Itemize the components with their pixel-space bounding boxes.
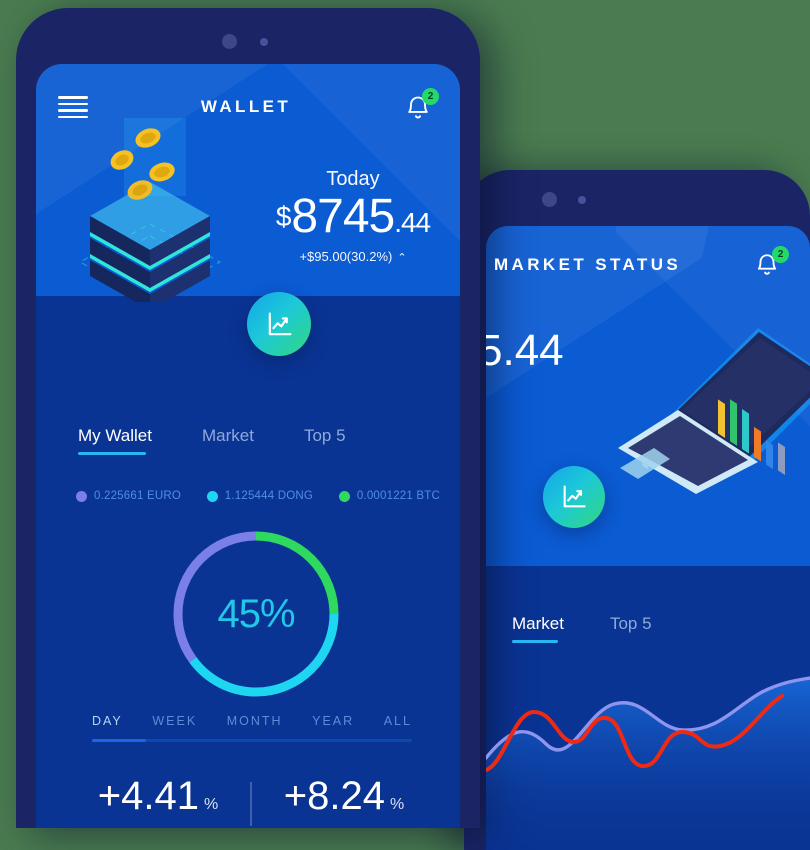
hamburger-icon (58, 115, 88, 118)
bell-icon (757, 254, 777, 275)
legend-label-euro: 0.225661 EURO (94, 490, 181, 502)
balance-amount: $8745.44 (246, 193, 460, 241)
laptop-illustration (618, 328, 810, 494)
stat-primary-unit: % (203, 796, 219, 813)
hamburger-icon (58, 109, 88, 112)
donut-segment-dong (173, 531, 339, 697)
balance-change: +$95.00(30.2%) ⌃ (246, 249, 460, 264)
stat-secondary-unit: % (389, 796, 405, 813)
legend-label-dong: 1.125444 DONG (224, 490, 314, 502)
period-all[interactable]: ALL (383, 714, 412, 728)
chevron-up-icon: ⌃ (397, 252, 407, 264)
wallet-chart-fab[interactable] (247, 292, 311, 356)
period-selector: DAY WEEK MONTH YEAR ALL (92, 714, 412, 742)
bell-icon (408, 96, 428, 119)
stat-primary: +4.41% (66, 774, 250, 828)
period-track[interactable] (92, 739, 412, 742)
market-status-screen: MARKET STATUS 2 5.44 (486, 226, 810, 850)
hamburger-icon (58, 96, 88, 99)
currency-symbol: $ (275, 201, 292, 232)
donut-svg (173, 531, 339, 697)
camera-lens-icon (542, 192, 557, 207)
period-indicator (92, 739, 146, 742)
market-badge-count: 2 (772, 246, 789, 263)
market-chart-fab[interactable] (543, 466, 605, 528)
balance-whole: 8745 (291, 190, 395, 243)
wallet-title: WALLET (200, 97, 292, 116)
phone-frame-wallet: WALLET 2 (16, 8, 480, 828)
period-day[interactable]: DAY (92, 714, 123, 728)
menu-button[interactable] (58, 96, 88, 118)
holdings-legend: 0.225661 EURO 1.125444 DONG 0.0001221 BT… (76, 490, 440, 502)
coin-icon (110, 128, 175, 200)
stat-primary-value: +4.41 (97, 774, 199, 818)
stat-secondary: +8.24% (252, 774, 436, 828)
period-month[interactable]: MONTH (226, 714, 283, 728)
wallet-notification-bell[interactable]: 2 (404, 88, 439, 124)
market-balance-fragment: 5.44 (486, 326, 564, 375)
stats-divider (250, 782, 252, 826)
wave-line-red (486, 694, 784, 772)
market-title: MARKET STATUS (494, 255, 682, 274)
wallet-appbar: WALLET 2 (58, 88, 439, 124)
tab-market[interactable]: Market (512, 614, 564, 643)
period-week[interactable]: WEEK (152, 714, 198, 728)
balance-block: Today $8745.44 +$95.00(30.2%) ⌃ (246, 168, 460, 264)
screenshot-stage: MARKET STATUS 2 5.44 (0, 0, 810, 810)
legend-dot-dong (206, 490, 218, 502)
camera-sensor-icon (578, 196, 586, 204)
phone-frame-market: MARKET STATUS 2 5.44 (464, 170, 810, 850)
market-appbar: MARKET STATUS 2 (486, 246, 789, 282)
market-wave-chart (486, 676, 810, 850)
tab-top5[interactable]: Top 5 (609, 614, 652, 633)
tab-market[interactable]: Market (202, 426, 254, 445)
tab-top5[interactable]: Top 5 (303, 426, 346, 445)
performance-stats: +4.41% +8.24% (66, 774, 436, 828)
wave-line-purple (486, 676, 810, 760)
line-chart-icon (563, 485, 586, 508)
camera-lens-icon (222, 34, 237, 49)
portfolio-donut-chart: 45% (166, 524, 346, 704)
legend-label-btc: 0.0001221 BTC (356, 490, 440, 502)
legend-dot-btc (338, 490, 350, 502)
market-notification-bell[interactable]: 2 (754, 246, 789, 282)
wallet-tabs: My Wallet Market Top 5 (78, 426, 346, 455)
balance-period-label: Today (326, 168, 380, 190)
legend-item-euro: 0.225661 EURO (76, 490, 181, 502)
donut-segment-euro (173, 531, 339, 697)
tab-my-wallet[interactable]: My Wallet (78, 426, 152, 455)
market-tabs: Market Top 5 (512, 614, 652, 643)
legend-item-dong: 1.125444 DONG (206, 490, 314, 502)
hamburger-icon (58, 102, 88, 105)
legend-dot-euro (76, 490, 87, 502)
wallet-badge-count: 2 (422, 88, 439, 105)
period-year[interactable]: YEAR (312, 714, 355, 728)
wallet-screen: WALLET 2 (36, 64, 460, 828)
camera-sensor-icon (260, 38, 268, 46)
balance-cents: .44 (394, 207, 431, 238)
legend-item-btc: 0.0001221 BTC (338, 490, 440, 502)
line-chart-icon (268, 312, 291, 335)
stat-secondary-value: +8.24 (283, 774, 385, 818)
balance-change-value: +$95.00(30.2%) (299, 249, 393, 264)
period-row: DAY WEEK MONTH YEAR ALL (92, 714, 412, 728)
vault-illustration (78, 118, 222, 302)
donut-center-label: 45% (217, 591, 295, 636)
